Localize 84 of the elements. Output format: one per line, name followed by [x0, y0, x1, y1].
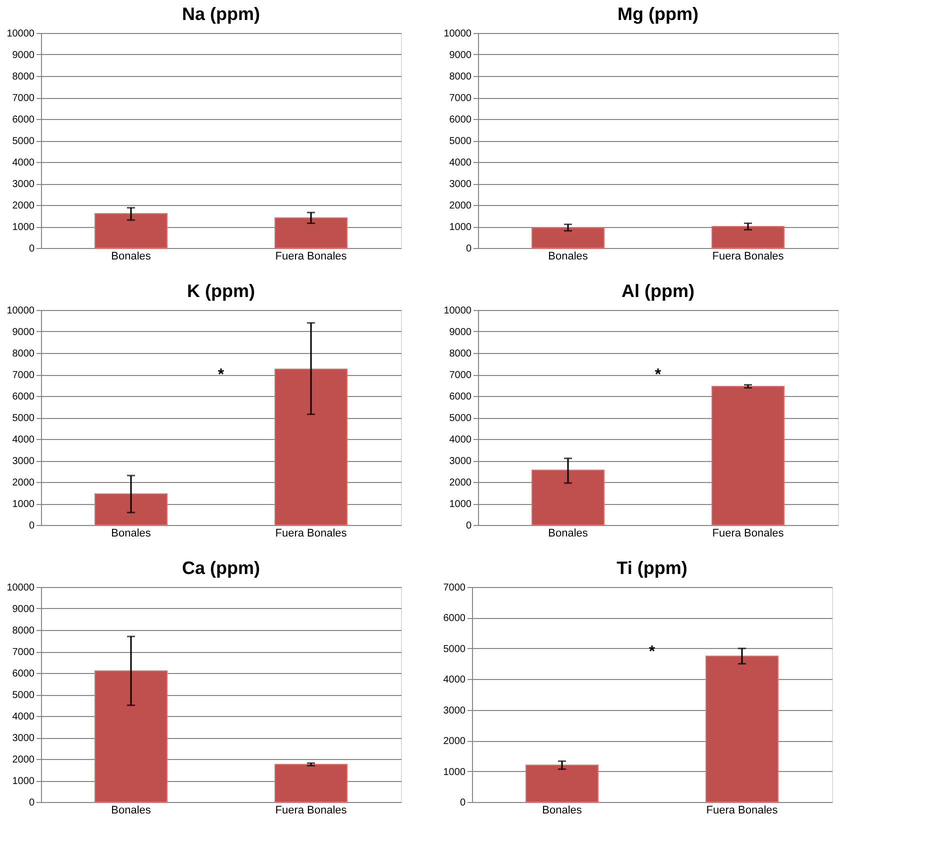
- chart-title: Ti (ppm): [616, 558, 688, 578]
- y-tick-label: 5000: [449, 413, 472, 424]
- y-tick-label: 6000: [12, 114, 35, 126]
- chart-title: Al (ppm): [622, 281, 694, 301]
- x-tick-label: Fuera Bonales: [275, 528, 348, 540]
- y-tick-label: 7000: [12, 370, 35, 381]
- y-tick-label: 9000: [12, 604, 35, 615]
- annotation: *: [218, 366, 225, 384]
- x-tick-label: Fuera Bonales: [712, 528, 784, 540]
- x-tick-label: Fuera Bonales: [275, 250, 348, 262]
- y-tick-label: 4000: [12, 712, 35, 722]
- y-tick-label: 1000: [449, 499, 472, 510]
- x-tick-label: Fuera Bonales: [275, 804, 348, 816]
- y-tick-label: 2000: [12, 478, 35, 488]
- x-tick-label: Bonales: [548, 528, 588, 540]
- y-tick-label: 8000: [12, 348, 35, 360]
- y-tick-label: 6000: [12, 668, 35, 680]
- y-tick-label: 2000: [449, 200, 472, 212]
- chart-title: Ca (ppm): [182, 558, 260, 578]
- y-tick-label: 7000: [449, 370, 472, 381]
- y-tick-label: 6000: [449, 114, 472, 126]
- x-tick-label: Fuera Bonales: [706, 804, 778, 816]
- y-tick-label: 10000: [444, 306, 472, 316]
- y-tick-label: 3000: [449, 456, 472, 467]
- y-tick-label: 0: [466, 520, 472, 532]
- y-tick-label: 0: [28, 798, 35, 808]
- annotation: *: [654, 366, 662, 384]
- y-tick-label: 4000: [12, 434, 35, 446]
- x-tick-label: Fuera Bonales: [712, 250, 784, 262]
- y-tick-label: 5000: [12, 413, 35, 424]
- x-tick-label: Bonales: [542, 804, 582, 816]
- chart-title: Mg (ppm): [618, 4, 698, 24]
- y-tick-label: 5000: [449, 136, 472, 147]
- y-tick-label: 5000: [443, 644, 466, 655]
- y-tick-label: 10000: [6, 306, 35, 316]
- y-tick-label: 0: [28, 244, 35, 254]
- chart-title: Na (ppm): [182, 4, 260, 24]
- y-tick-label: 3000: [12, 179, 35, 190]
- y-tick-label: 9000: [449, 50, 472, 61]
- y-tick-label: 10000: [6, 28, 35, 40]
- y-tick-label: 7000: [443, 582, 466, 594]
- y-tick-label: 7000: [449, 93, 472, 104]
- y-tick-label: 4000: [12, 158, 35, 168]
- y-tick-label: 9000: [449, 327, 472, 338]
- y-tick-label: 8000: [449, 72, 472, 82]
- chart-title: K (ppm): [187, 281, 255, 301]
- x-tick-label: Bonales: [111, 804, 152, 816]
- y-tick-label: 9000: [12, 327, 35, 338]
- y-tick-label: 8000: [12, 626, 35, 636]
- y-tick-label: 4000: [449, 158, 472, 168]
- y-tick-label: 5000: [12, 136, 35, 147]
- annotation: *: [648, 644, 656, 660]
- y-tick-label: 1000: [443, 766, 466, 778]
- y-tick-label: 1000: [12, 222, 35, 233]
- y-tick-label: 8000: [449, 348, 472, 360]
- y-tick-label: 3000: [449, 179, 472, 190]
- y-tick-label: 2000: [12, 200, 35, 212]
- y-tick-label: 6000: [443, 613, 466, 624]
- y-tick-label: 0: [466, 244, 472, 254]
- y-tick-label: 9000: [12, 50, 35, 61]
- y-tick-label: 3000: [12, 456, 35, 467]
- y-tick-label: 2000: [12, 754, 35, 766]
- y-tick-label: 3000: [443, 705, 466, 716]
- y-tick-label: 7000: [12, 93, 35, 104]
- x-tick-label: Bonales: [548, 250, 588, 262]
- y-tick-label: 2000: [443, 736, 466, 748]
- y-tick-label: 10000: [444, 28, 472, 40]
- y-tick-label: 6000: [449, 392, 472, 402]
- y-tick-label: 2000: [449, 478, 472, 488]
- y-tick-label: 0: [460, 798, 466, 808]
- y-tick-label: 1000: [12, 776, 35, 787]
- y-tick-label: 5000: [12, 690, 35, 701]
- y-tick-label: 8000: [12, 72, 35, 82]
- y-tick-label: 6000: [12, 392, 35, 402]
- y-tick-label: 1000: [449, 222, 472, 233]
- y-tick-label: 7000: [12, 647, 35, 658]
- x-tick-label: Bonales: [111, 250, 152, 262]
- y-tick-label: 4000: [449, 434, 472, 446]
- y-tick-label: 4000: [443, 674, 466, 686]
- y-tick-label: 10000: [6, 582, 35, 594]
- y-tick-label: 3000: [12, 733, 35, 744]
- y-tick-label: 1000: [12, 499, 35, 510]
- x-tick-label: Bonales: [111, 528, 152, 540]
- y-tick-label: 0: [28, 520, 35, 532]
